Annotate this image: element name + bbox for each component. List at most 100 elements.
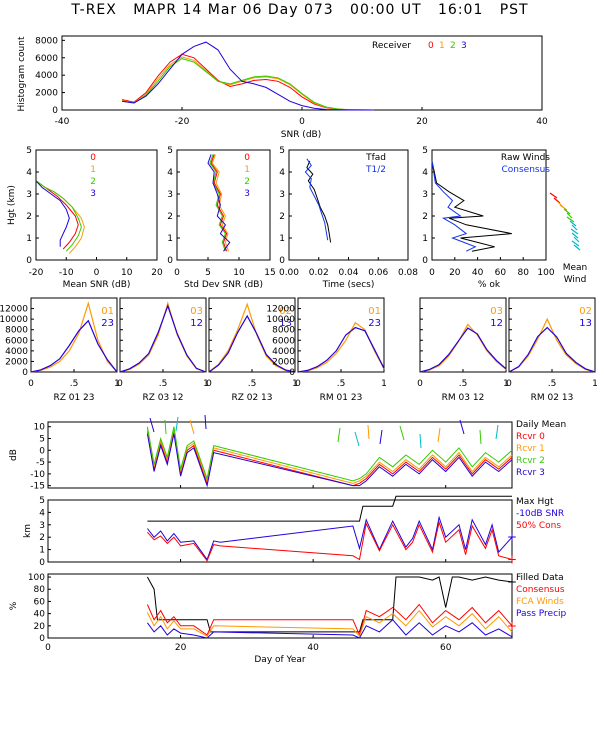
filled-data-y-tick-label: 20 <box>34 622 46 632</box>
time-y-tick-label: 2 <box>279 212 285 222</box>
wind-barb <box>549 192 558 199</box>
corr-series-b <box>30 319 118 373</box>
corr-x-tick-label: .5 <box>159 379 168 389</box>
corr-x-tick-label: .5 <box>548 379 557 389</box>
corr-x-tick-label: 0 <box>206 379 212 389</box>
pct-ok-series-raw-winds <box>431 160 512 252</box>
filled-data-legend-item: FCA Winds <box>516 597 564 607</box>
corr-series-a <box>297 321 385 373</box>
corr-y-tick-label: 8000 <box>5 326 28 336</box>
std-snr-x-tick-label: 5 <box>205 268 211 278</box>
wind-barb <box>566 216 575 223</box>
pct-ok-x-tick-label: 0 <box>429 268 435 278</box>
histogram-legend-2: 2 <box>450 41 456 51</box>
std-snr-legend-item: 3 <box>244 189 250 199</box>
pct-ok-legend-item: Consensus <box>501 165 550 175</box>
corr-x-label: RM 03 12 <box>442 393 485 403</box>
histogram-x-tick-label: 40 <box>536 117 548 127</box>
daily-mean-legend-item: Rcvr 0 <box>516 432 545 442</box>
mean-snr-series-2 <box>35 180 82 252</box>
histogram-legend-1: 1 <box>439 41 445 51</box>
corr-series-b <box>119 304 207 373</box>
filled-data-x-tick-label: 40 <box>307 643 319 653</box>
daily-mean-series-rcvr-1 <box>146 428 513 484</box>
corr-label-b: 23 <box>101 318 114 329</box>
histogram-x-label: SNR (dB) <box>281 130 321 140</box>
wind-barb <box>573 244 581 251</box>
max-hgt-end-marker: + <box>507 553 517 567</box>
wind-barb <box>569 220 577 227</box>
time-y-tick-label: 1 <box>279 234 285 244</box>
daily-mean-y-tick-label: 0 <box>39 446 45 456</box>
corr-label-a: 02 <box>579 306 592 317</box>
daily-wind-barb <box>495 424 499 440</box>
std-snr-y-tick-label: 1 <box>167 234 173 244</box>
pct-ok-series-consensus <box>431 160 477 252</box>
corr-x-label: RM 02 13 <box>531 393 574 403</box>
filled-data-y-tick-label: 80 <box>34 585 46 595</box>
corr-label-a: 02 <box>279 306 292 317</box>
mean-snr-legend-item: 0 <box>90 153 96 163</box>
histogram-y-label: Histogram count <box>17 36 27 111</box>
filled-data-y-tick-label: 0 <box>39 634 45 644</box>
corr-x-tick-label: .5 <box>337 379 346 389</box>
max-hgt-y-tick-label: 4 <box>39 508 45 518</box>
corr-x-tick-label: 0 <box>28 379 34 389</box>
corr-y-tick-label: 10000 <box>266 315 295 325</box>
histogram-legend-0: 0 <box>428 41 434 51</box>
corr-y-tick-label: 8000 <box>272 326 295 336</box>
histogram-y-tick-label: 0 <box>52 106 58 116</box>
std-snr-x-tick-label: 10 <box>233 268 245 278</box>
corr-label-a: 03 <box>190 306 203 317</box>
mean-snr-x-tick-label: -20 <box>29 268 44 278</box>
filled-data-series-pass-precip <box>146 618 513 639</box>
mean-snr-legend-item: 1 <box>90 165 96 175</box>
histogram-series-3 <box>121 41 374 111</box>
wind-label-wind: Wind <box>564 275 587 285</box>
corr-y-tick-label: 0 <box>22 368 28 378</box>
filled-end-marker-2: + <box>507 619 517 633</box>
std-snr-x-tick-label: 15 <box>264 268 275 278</box>
time-x-tick-label: 0.04 <box>338 268 358 278</box>
daily-wind-barb <box>419 433 422 449</box>
corr-label-b: 12 <box>490 318 503 329</box>
histogram-x-tick-label: 20 <box>416 117 428 127</box>
corr-x-tick-label: 0 <box>506 379 512 389</box>
time-x-tick-label: 0.00 <box>279 268 299 278</box>
std-snr-series-0 <box>210 154 228 252</box>
corr-label-b: 23 <box>368 318 381 329</box>
daily-wind-barb <box>399 425 405 441</box>
filled-data-series-fca-winds <box>146 609 513 638</box>
pct-ok-y-tick-label: 0 <box>422 256 428 266</box>
mean-snr-y-tick-label: 0 <box>26 256 32 266</box>
time-x-tick-label: 0.06 <box>368 268 388 278</box>
std-snr-y-tick-label: 4 <box>167 168 173 178</box>
time-y-tick-label: 0 <box>279 256 285 266</box>
pct-ok-x-tick-label: 60 <box>495 268 507 278</box>
max-hgt-legend-item: Max Hgt <box>516 497 554 507</box>
histogram-series-1 <box>121 56 375 111</box>
histogram-x-tick-label: 0 <box>299 117 305 127</box>
daily-mean-y-tick-label: 10 <box>34 423 46 433</box>
corr-y-tick-label: 12000 <box>0 305 28 315</box>
corr-x-tick-label: 0 <box>117 379 123 389</box>
corr-x-tick-label: .5 <box>248 379 257 389</box>
corr-label-a: 01 <box>101 306 114 317</box>
pct-ok-x-tick-label: 40 <box>472 268 484 278</box>
pct-ok-x-label: % ok <box>478 280 501 290</box>
std-snr-legend-item: 2 <box>244 177 250 187</box>
wind-barb <box>553 197 561 204</box>
wind-barb <box>571 232 579 239</box>
histogram-y-tick-label: 4000 <box>35 71 58 81</box>
profile-y-label: Hgt (km) <box>7 185 17 225</box>
corr-x-label: RZ 01 23 <box>53 393 94 403</box>
filled-data-legend-item: Filled Data <box>516 573 564 583</box>
mean-snr-x-tick-label: 20 <box>151 268 163 278</box>
corr-x-tick-label: 0 <box>417 379 423 389</box>
histogram-y-tick-label: 8000 <box>35 36 58 46</box>
pct-ok-frame <box>431 149 547 261</box>
corr-x-label: RM 01 23 <box>320 393 363 403</box>
max-hgt-legend-item: 50% Cons <box>516 521 561 531</box>
corr-x-label: RZ 03 12 <box>142 393 183 403</box>
corr-y-tick-label: 2000 <box>5 357 28 367</box>
